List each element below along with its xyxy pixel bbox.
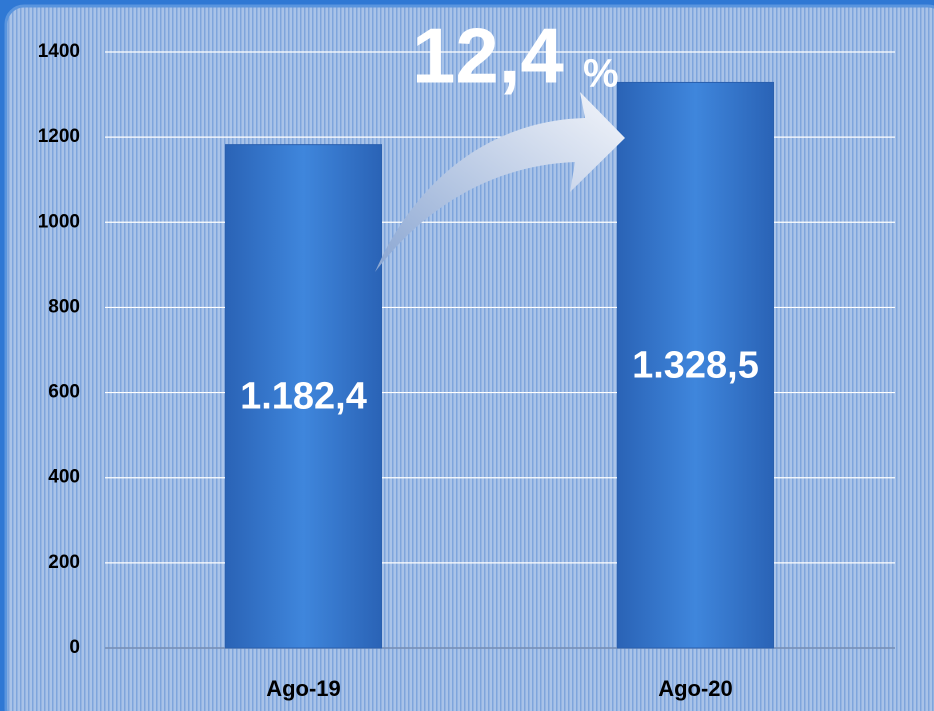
y-tick-label: 1400: [38, 41, 80, 62]
y-tick-label: 1000: [38, 211, 80, 232]
y-tick-label: 800: [48, 296, 80, 317]
bar: [617, 81, 774, 649]
panel: [4, 4, 934, 711]
y-tick-label: 600: [48, 382, 80, 403]
growth-arrow: [375, 92, 625, 272]
x-tick-label: Ago-20: [658, 676, 733, 701]
y-tick-label: 1200: [38, 126, 80, 147]
value-label: 1.182,4: [240, 375, 367, 417]
y-tick-label: 0: [69, 637, 80, 658]
value-label: 1.328,5: [632, 344, 759, 386]
annotation: 12,4: [412, 12, 564, 100]
y-tick-label: 200: [48, 552, 80, 573]
bar: [225, 144, 382, 649]
annotation-unit: %: [583, 52, 619, 96]
y-tick-label: 400: [48, 467, 80, 488]
x-tick-label: Ago-19: [266, 676, 341, 701]
